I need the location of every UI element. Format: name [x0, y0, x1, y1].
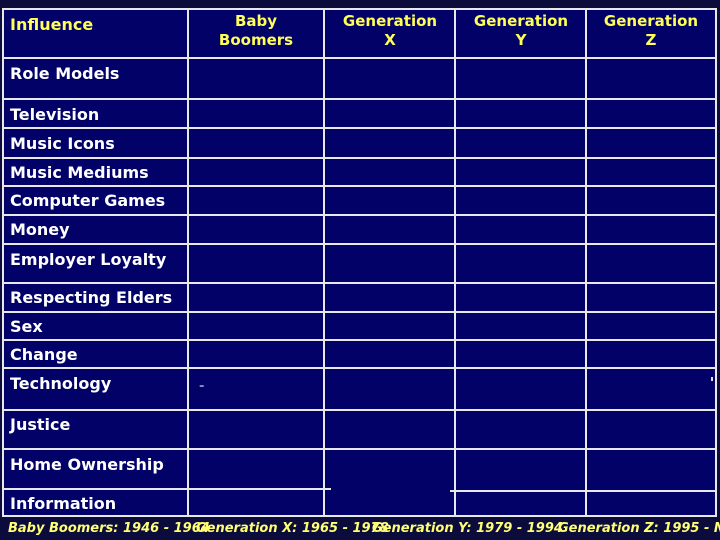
generations-influence-table: [2, 8, 717, 516]
header-generation-x: Generation X: [342, 12, 438, 49]
column-separator: [187, 8, 189, 517]
row-separator: [2, 57, 717, 59]
row-label-change: Change: [10, 345, 78, 364]
row-separator: [2, 98, 717, 100]
footer-generation-z-range: Generation Z: 1995 - Now: [558, 521, 720, 536]
row-label-employer-loyalty: Employer Loyalty: [10, 250, 167, 269]
row-label-computer-games: Computer Games: [10, 191, 166, 210]
row-separator: [2, 185, 717, 187]
stray-tick-mark: [711, 377, 713, 381]
row-separator: [2, 157, 717, 159]
column-separator: [323, 8, 325, 517]
row-label-sex: Sex: [10, 317, 43, 336]
header-baby-boomers: Baby Boomers: [218, 12, 294, 49]
row-separator: [2, 243, 717, 245]
stray-dash-mark: -: [199, 379, 205, 394]
header-generation-y: Generation Y: [473, 12, 569, 49]
row-label-justice: Justice: [10, 415, 71, 434]
row-separator: [2, 409, 717, 411]
row-label-respecting-elders: Respecting Elders: [10, 288, 173, 307]
row-label-home-ownership: Home Ownership: [10, 455, 164, 474]
row-separator: [2, 282, 717, 284]
column-separator: [454, 8, 456, 517]
row-label-role-models: Role Models: [10, 64, 120, 83]
footer-generation-y-range: Generation Y: 1979 - 1994: [372, 521, 563, 536]
table-left-border: [2, 8, 4, 517]
row-separator: [2, 367, 717, 369]
row-separator-left-segment: [2, 488, 331, 490]
row-separator: [2, 311, 717, 313]
row-separator: [2, 214, 717, 216]
header-influence: Influence: [10, 15, 94, 34]
row-separator: [2, 339, 717, 341]
row-separator: [2, 127, 717, 129]
footer-baby-boomers-range: Baby Boomers: 1946 - 1964: [8, 521, 210, 536]
row-label-money: Money: [10, 220, 70, 239]
row-label-technology: Technology: [10, 374, 112, 393]
header-generation-z: Generation Z: [603, 12, 699, 49]
row-label-television: Television: [10, 105, 100, 124]
table-right-border: [715, 8, 717, 517]
row-label-music-mediums: Music Mediums: [10, 163, 149, 182]
row-separator: [2, 448, 717, 450]
row-separator-right-segment: [450, 490, 717, 492]
row-label-information: Information: [10, 494, 117, 513]
table-top-border: [2, 8, 717, 10]
footer-generation-x-range: Generation X: 1965 - 1978: [196, 521, 389, 536]
column-separator: [585, 8, 587, 517]
table-bottom-border: [2, 515, 717, 517]
row-label-music-icons: Music Icons: [10, 134, 115, 153]
